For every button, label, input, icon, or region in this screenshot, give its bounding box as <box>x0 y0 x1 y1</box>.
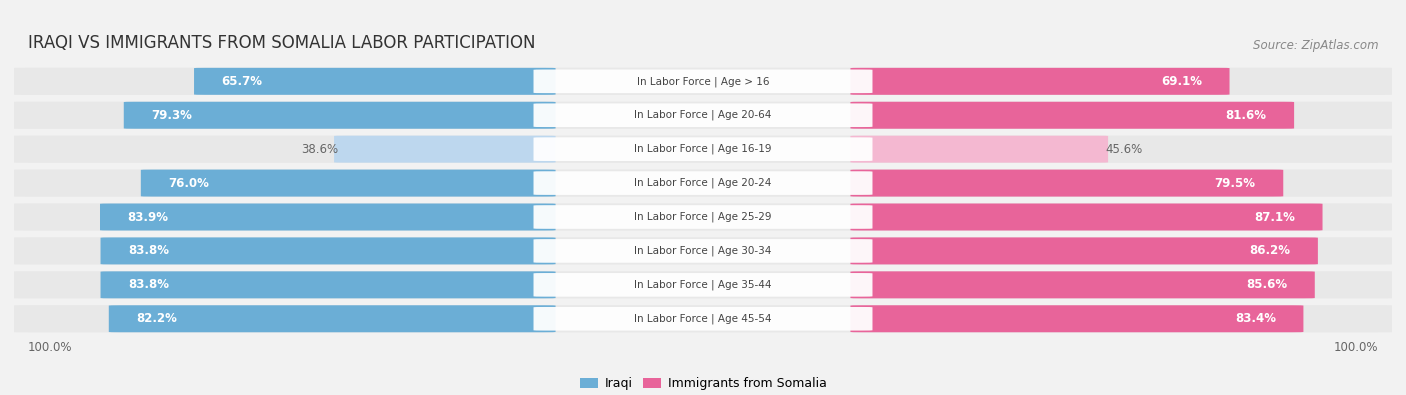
FancyBboxPatch shape <box>141 169 555 197</box>
FancyBboxPatch shape <box>100 203 555 231</box>
FancyBboxPatch shape <box>335 135 555 163</box>
Text: 86.2%: 86.2% <box>1250 245 1291 258</box>
FancyBboxPatch shape <box>11 305 1395 333</box>
Text: In Labor Force | Age > 16: In Labor Force | Age > 16 <box>637 76 769 87</box>
Text: 79.3%: 79.3% <box>152 109 193 122</box>
FancyBboxPatch shape <box>851 68 1229 95</box>
Text: In Labor Force | Age 45-54: In Labor Force | Age 45-54 <box>634 314 772 324</box>
Legend: Iraqi, Immigrants from Somalia: Iraqi, Immigrants from Somalia <box>575 372 831 395</box>
FancyBboxPatch shape <box>11 203 1395 231</box>
FancyBboxPatch shape <box>851 169 1284 197</box>
Text: 76.0%: 76.0% <box>169 177 209 190</box>
Text: 83.8%: 83.8% <box>128 245 169 258</box>
Text: 38.6%: 38.6% <box>301 143 339 156</box>
Text: 83.8%: 83.8% <box>128 278 169 292</box>
Text: 87.1%: 87.1% <box>1254 211 1295 224</box>
Text: 45.6%: 45.6% <box>1105 143 1143 156</box>
Text: 82.2%: 82.2% <box>136 312 177 325</box>
FancyBboxPatch shape <box>100 271 555 298</box>
FancyBboxPatch shape <box>533 273 873 297</box>
FancyBboxPatch shape <box>533 171 873 195</box>
Text: Source: ZipAtlas.com: Source: ZipAtlas.com <box>1253 40 1378 53</box>
FancyBboxPatch shape <box>11 135 1395 163</box>
FancyBboxPatch shape <box>533 137 873 161</box>
FancyBboxPatch shape <box>533 307 873 331</box>
FancyBboxPatch shape <box>533 239 873 263</box>
FancyBboxPatch shape <box>11 271 1395 299</box>
FancyBboxPatch shape <box>851 203 1323 231</box>
Text: In Labor Force | Age 30-34: In Labor Force | Age 30-34 <box>634 246 772 256</box>
Text: In Labor Force | Age 20-24: In Labor Force | Age 20-24 <box>634 178 772 188</box>
Text: IRAQI VS IMMIGRANTS FROM SOMALIA LABOR PARTICIPATION: IRAQI VS IMMIGRANTS FROM SOMALIA LABOR P… <box>28 34 536 53</box>
FancyBboxPatch shape <box>851 102 1294 129</box>
FancyBboxPatch shape <box>533 70 873 93</box>
FancyBboxPatch shape <box>108 305 555 332</box>
FancyBboxPatch shape <box>533 205 873 229</box>
Text: In Labor Force | Age 35-44: In Labor Force | Age 35-44 <box>634 280 772 290</box>
Text: 100.0%: 100.0% <box>28 341 72 354</box>
Text: In Labor Force | Age 20-64: In Labor Force | Age 20-64 <box>634 110 772 120</box>
FancyBboxPatch shape <box>100 237 555 264</box>
FancyBboxPatch shape <box>851 237 1317 264</box>
Text: 85.6%: 85.6% <box>1246 278 1288 292</box>
FancyBboxPatch shape <box>11 169 1395 197</box>
Text: In Labor Force | Age 16-19: In Labor Force | Age 16-19 <box>634 144 772 154</box>
Text: 81.6%: 81.6% <box>1226 109 1267 122</box>
FancyBboxPatch shape <box>124 102 555 129</box>
FancyBboxPatch shape <box>533 103 873 127</box>
Text: In Labor Force | Age 25-29: In Labor Force | Age 25-29 <box>634 212 772 222</box>
Text: 83.4%: 83.4% <box>1234 312 1275 325</box>
FancyBboxPatch shape <box>851 135 1108 163</box>
FancyBboxPatch shape <box>11 237 1395 265</box>
FancyBboxPatch shape <box>851 305 1303 332</box>
FancyBboxPatch shape <box>851 271 1315 298</box>
Text: 69.1%: 69.1% <box>1161 75 1202 88</box>
FancyBboxPatch shape <box>194 68 555 95</box>
FancyBboxPatch shape <box>11 68 1395 95</box>
Text: 100.0%: 100.0% <box>1334 341 1378 354</box>
FancyBboxPatch shape <box>11 102 1395 129</box>
Text: 83.9%: 83.9% <box>128 211 169 224</box>
Text: 65.7%: 65.7% <box>222 75 263 88</box>
Text: 79.5%: 79.5% <box>1215 177 1256 190</box>
